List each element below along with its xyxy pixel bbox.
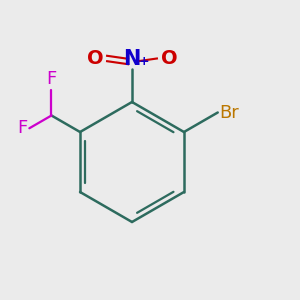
Text: O: O	[160, 49, 177, 68]
Text: F: F	[18, 119, 28, 137]
Text: -: -	[169, 46, 174, 60]
Text: N: N	[123, 49, 141, 69]
Text: O: O	[87, 49, 104, 68]
Text: +: +	[139, 55, 149, 68]
Text: F: F	[46, 70, 57, 88]
Text: Br: Br	[219, 103, 239, 122]
